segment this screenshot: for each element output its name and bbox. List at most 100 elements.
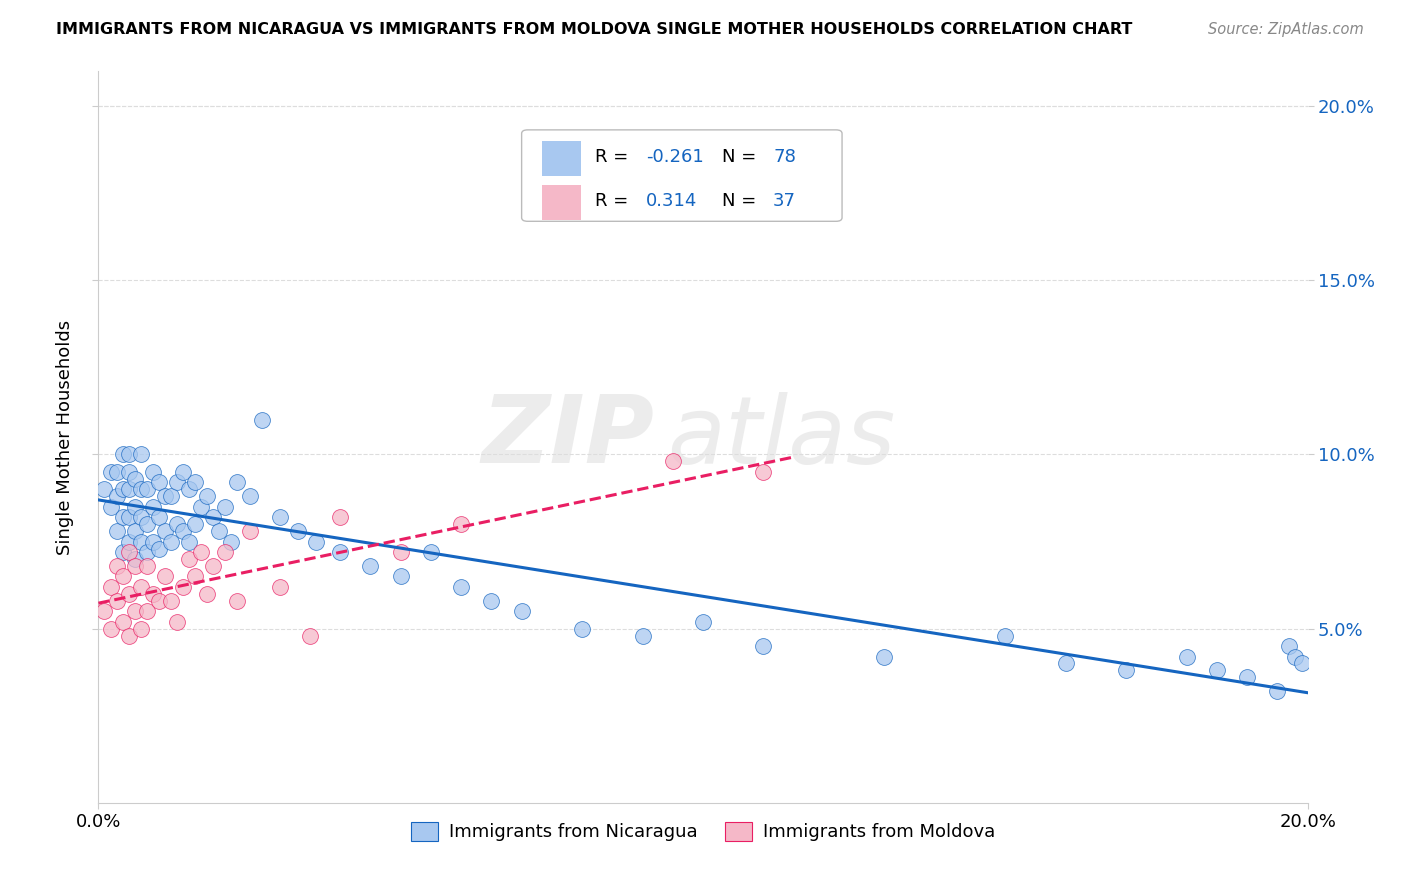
Point [571,622,593,636]
Point [1267,684,1289,698]
Point [329,545,352,559]
Point [269,580,291,594]
Point [226,594,249,608]
Point [100,465,122,479]
Point [148,541,170,556]
Point [100,500,122,514]
Point [135,483,157,497]
Text: IMMIGRANTS FROM NICARAGUA VS IMMIGRANTS FROM MOLDOVA SINGLE MOTHER HOUSEHOLDS CO: IMMIGRANTS FROM NICARAGUA VS IMMIGRANTS … [56,22,1133,37]
Point [450,517,472,532]
Point [124,472,146,486]
Point [166,615,188,629]
Point [153,489,176,503]
Point [105,489,128,503]
Point [148,594,170,608]
Text: 78: 78 [773,148,796,166]
Point [111,483,134,497]
Point [692,615,714,629]
Text: R =: R = [595,148,634,166]
Point [111,448,134,462]
Text: 37: 37 [773,192,796,210]
Point [111,545,134,559]
Point [994,629,1017,643]
Point [142,534,165,549]
Point [389,545,412,559]
Point [118,448,141,462]
Point [105,465,128,479]
Point [420,545,443,559]
Point [184,475,207,490]
Point [214,545,236,559]
Point [160,594,183,608]
Text: 0.314: 0.314 [647,192,697,210]
Point [873,649,896,664]
Point [105,524,128,538]
Bar [543,141,581,176]
Point [124,558,146,573]
Point [299,629,322,643]
Point [105,594,128,608]
Point [135,558,157,573]
Point [93,604,115,618]
Point [250,412,273,426]
Legend: Immigrants from Nicaragua, Immigrants from Moldova: Immigrants from Nicaragua, Immigrants fr… [404,814,1002,848]
Point [129,534,152,549]
Point [160,489,183,503]
Point [214,500,236,514]
Point [111,615,134,629]
Point [329,510,352,524]
Point [389,569,412,583]
Point [195,489,218,503]
Point [135,545,157,559]
Point [1284,649,1306,664]
Point [124,604,146,618]
Point [153,569,176,583]
Point [179,483,201,497]
Point [142,500,165,514]
Point [631,629,654,643]
Point [510,604,533,618]
Point [1115,664,1137,678]
Point [129,622,152,636]
Text: atlas: atlas [666,392,896,483]
Point [269,510,291,524]
Point [172,465,194,479]
Point [752,465,775,479]
Point [221,534,243,549]
Text: N =: N = [723,192,762,210]
Point [129,510,152,524]
Point [160,534,183,549]
Point [360,558,382,573]
Point [129,448,152,462]
Point [1291,657,1313,671]
Point [184,517,207,532]
Point [239,524,262,538]
Point [1206,664,1229,678]
Point [195,587,218,601]
Point [172,524,194,538]
Point [752,639,775,653]
Point [124,552,146,566]
Point [105,558,128,573]
Point [450,580,472,594]
Point [202,510,225,524]
Point [118,483,141,497]
Bar [543,185,581,219]
Point [100,580,122,594]
Point [124,524,146,538]
Point [129,580,152,594]
Point [1236,670,1258,684]
Text: Source: ZipAtlas.com: Source: ZipAtlas.com [1208,22,1364,37]
Point [118,587,141,601]
Point [135,604,157,618]
Point [287,524,309,538]
Point [118,545,141,559]
FancyBboxPatch shape [522,130,842,221]
Point [481,594,503,608]
Point [179,552,201,566]
Text: ZIP: ZIP [482,391,655,483]
Point [661,454,683,468]
Text: R =: R = [595,192,640,210]
Point [135,517,157,532]
Point [142,465,165,479]
